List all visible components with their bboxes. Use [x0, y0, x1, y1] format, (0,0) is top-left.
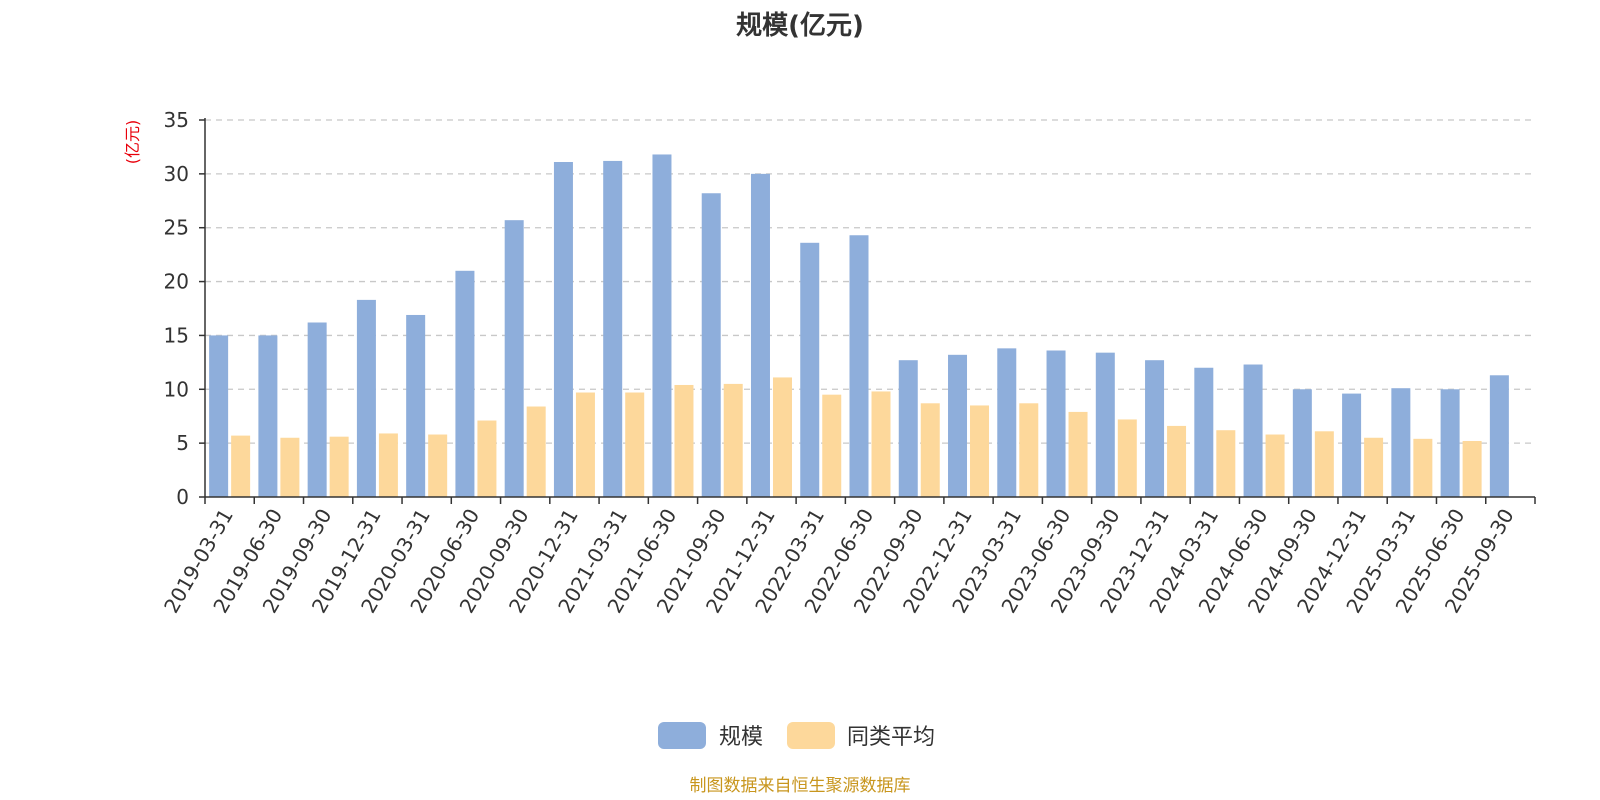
bar-scale[interactable] — [1194, 367, 1214, 497]
bar-scale[interactable] — [1046, 350, 1066, 497]
bar-category-average[interactable] — [378, 433, 398, 497]
bar-scale[interactable] — [1243, 364, 1263, 497]
chart-title: 规模(亿元) — [736, 11, 864, 41]
bar-scale[interactable] — [1342, 393, 1362, 497]
bar-category-average[interactable] — [871, 391, 891, 497]
bar-scale[interactable] — [997, 348, 1017, 497]
legend-swatch-scale — [658, 722, 706, 749]
bar-scale[interactable] — [504, 220, 524, 497]
bar-category-average[interactable] — [970, 405, 990, 497]
bar-category-average[interactable] — [1462, 440, 1482, 497]
y-tick-label: 30 — [164, 162, 189, 186]
grid-lines — [205, 119, 1535, 444]
x-tick-labels: 2019-03-312019-06-302019-09-302019-12-31… — [159, 504, 1519, 617]
bar-scale[interactable] — [209, 335, 229, 497]
legend-label-category-average: 同类平均 — [847, 725, 935, 750]
bar-category-average[interactable] — [280, 437, 300, 497]
bar-scale[interactable] — [1440, 389, 1460, 497]
axes — [204, 118, 1536, 504]
bar-scale[interactable] — [849, 235, 869, 498]
bar-scale[interactable] — [356, 299, 376, 497]
bar-scale[interactable] — [1391, 388, 1411, 497]
y-tick-label: 35 — [164, 108, 189, 132]
bar-category-average[interactable] — [1265, 434, 1285, 497]
y-tick-label: 5 — [176, 431, 189, 455]
bar-category-average[interactable] — [1117, 419, 1137, 497]
y-tick-label: 15 — [164, 323, 189, 347]
bar-scale[interactable] — [553, 162, 573, 497]
bar-scale[interactable] — [800, 242, 820, 497]
bar-category-average[interactable] — [625, 392, 645, 497]
bar-scale[interactable] — [1095, 352, 1115, 497]
bar-category-average[interactable] — [477, 420, 497, 497]
y-axis-unit-label: (亿元) — [123, 120, 142, 165]
bar-scale[interactable] — [307, 322, 327, 497]
y-tick-labels: 0 5 10 15 20 25 30 35 — [164, 108, 205, 509]
bar-scale[interactable] — [1489, 375, 1509, 497]
bar-category-average[interactable] — [575, 392, 595, 497]
legend: 规模 同类平均 — [658, 722, 935, 750]
legend-item-scale[interactable]: 规模 — [658, 722, 763, 750]
bar-scale[interactable] — [603, 160, 623, 497]
bar-category-average[interactable] — [822, 394, 842, 497]
y-tick-label: 25 — [164, 216, 189, 240]
bar-scale[interactable] — [1292, 389, 1312, 497]
bar-scale[interactable] — [652, 154, 672, 497]
bar-scale[interactable] — [750, 173, 770, 497]
bar-category-average[interactable] — [1314, 431, 1334, 497]
bar-category-average[interactable] — [1364, 437, 1384, 497]
bar-scale[interactable] — [455, 270, 475, 497]
bar-category-average[interactable] — [1216, 430, 1236, 497]
legend-label-scale: 规模 — [719, 725, 763, 750]
y-tick-label: 10 — [164, 377, 189, 401]
bar-category-average[interactable] — [1167, 425, 1187, 497]
bar-scale[interactable] — [406, 314, 426, 497]
bar-scale[interactable] — [258, 335, 278, 497]
y-tick-label: 20 — [164, 270, 189, 294]
bar-category-average[interactable] — [428, 434, 448, 497]
bar-category-average[interactable] — [1413, 438, 1433, 497]
bar-scale[interactable] — [898, 360, 918, 497]
bar-category-average[interactable] — [526, 406, 546, 497]
y-tick-label: 0 — [176, 485, 189, 509]
data-source-note: 制图数据来自恒生聚源数据库 — [690, 776, 911, 796]
bar-scale[interactable] — [701, 193, 721, 497]
bar-category-average[interactable] — [674, 384, 694, 497]
bar-scale[interactable] — [948, 354, 968, 497]
bar-category-average[interactable] — [723, 383, 743, 497]
bar-category-average[interactable] — [1068, 411, 1088, 497]
bar-category-average[interactable] — [1019, 403, 1039, 497]
legend-swatch-category-average — [787, 722, 835, 749]
bar-category-average[interactable] — [329, 436, 349, 497]
bar-category-average[interactable] — [920, 403, 940, 497]
bar-category-average[interactable] — [231, 435, 251, 497]
legend-item-category-average[interactable]: 同类平均 — [787, 722, 935, 750]
bars-group — [209, 154, 1509, 498]
bar-scale[interactable] — [1145, 360, 1165, 497]
bar-category-average[interactable] — [772, 377, 792, 497]
